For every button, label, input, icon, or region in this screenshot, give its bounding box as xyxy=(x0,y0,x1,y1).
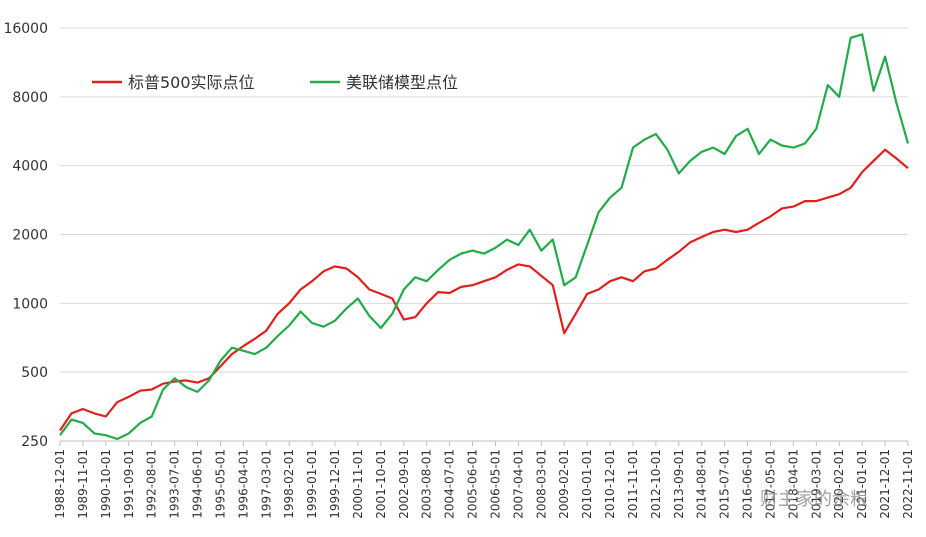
x-tick-label: 1996-04-01 xyxy=(236,449,250,519)
x-tick-label: 1998-02-01 xyxy=(282,449,296,519)
legend-label: 标普500实际点位 xyxy=(128,73,255,92)
x-tick-label: 2003-08-01 xyxy=(420,449,434,519)
y-tick-label: 4000 xyxy=(12,159,48,175)
x-tick-label: 2005-06-01 xyxy=(466,449,480,519)
x-tick-label: 2004-07-01 xyxy=(443,449,457,519)
x-tick-label: 2015-07-01 xyxy=(718,449,732,519)
x-tick-label: 2022-11-01 xyxy=(901,449,915,519)
y-tick-label: 250 xyxy=(21,434,48,450)
x-tick-label: 1999-12-01 xyxy=(328,449,342,519)
x-tick-label: 2021-12-01 xyxy=(878,449,892,519)
x-tick-label: 2009-02-01 xyxy=(557,449,571,519)
x-tick-label: 2016-06-01 xyxy=(741,449,755,519)
x-tick-label: 2001-10-01 xyxy=(374,449,388,519)
x-tick-label: 1990-10-01 xyxy=(99,449,113,519)
x-tick-label: 2010-01-01 xyxy=(580,449,594,519)
x-tick-label: 2008-03-01 xyxy=(534,449,548,519)
y-tick-label: 8000 xyxy=(12,90,48,106)
y-tick-label: 16000 xyxy=(3,21,48,37)
x-tick-label: 2017-05-01 xyxy=(763,449,777,519)
x-tick-label: 2007-04-01 xyxy=(511,449,525,519)
watermark: 财主家的余粮 xyxy=(760,489,868,510)
x-tick-label: 1992-08-01 xyxy=(145,449,159,519)
x-tick-label: 1989-11-01 xyxy=(76,449,90,519)
x-tick-label: 2012-10-01 xyxy=(649,449,663,519)
x-tick-label: 1997-03-01 xyxy=(259,449,273,519)
x-tick-label: 2006-05-01 xyxy=(488,449,502,519)
x-tick-label: 1995-05-01 xyxy=(213,449,227,519)
legend-label: 美联储模型点位 xyxy=(346,73,458,92)
x-tick-label: 2013-09-01 xyxy=(672,449,686,519)
series-line xyxy=(59,33,910,441)
x-tick-label: 2010-12-01 xyxy=(603,449,617,519)
x-tick-label: 1988-12-01 xyxy=(53,449,67,519)
x-tick-label: 2021-01-01 xyxy=(855,449,869,519)
x-tick-label: 2018-04-01 xyxy=(786,449,800,519)
x-tick-label: 2002-09-01 xyxy=(397,449,411,519)
y-tick-label: 500 xyxy=(21,365,48,381)
x-tick-label: 1999-01-01 xyxy=(305,449,319,519)
y-tick-label: 1000 xyxy=(12,296,48,312)
x-tick-label: 2000-11-01 xyxy=(351,449,365,519)
y-tick-label: 2000 xyxy=(12,228,48,244)
x-tick-label: 2020-02-01 xyxy=(832,449,846,519)
series-line xyxy=(59,148,909,432)
x-tick-label: 2014-08-01 xyxy=(695,449,709,519)
x-tick-label: 1994-06-01 xyxy=(191,449,205,519)
x-tick-label: 2019-03-01 xyxy=(809,449,823,519)
x-tick-label: 1993-07-01 xyxy=(168,449,182,519)
x-tick-label: 1991-09-01 xyxy=(122,449,136,519)
x-tick-label: 2011-11-01 xyxy=(626,449,640,519)
